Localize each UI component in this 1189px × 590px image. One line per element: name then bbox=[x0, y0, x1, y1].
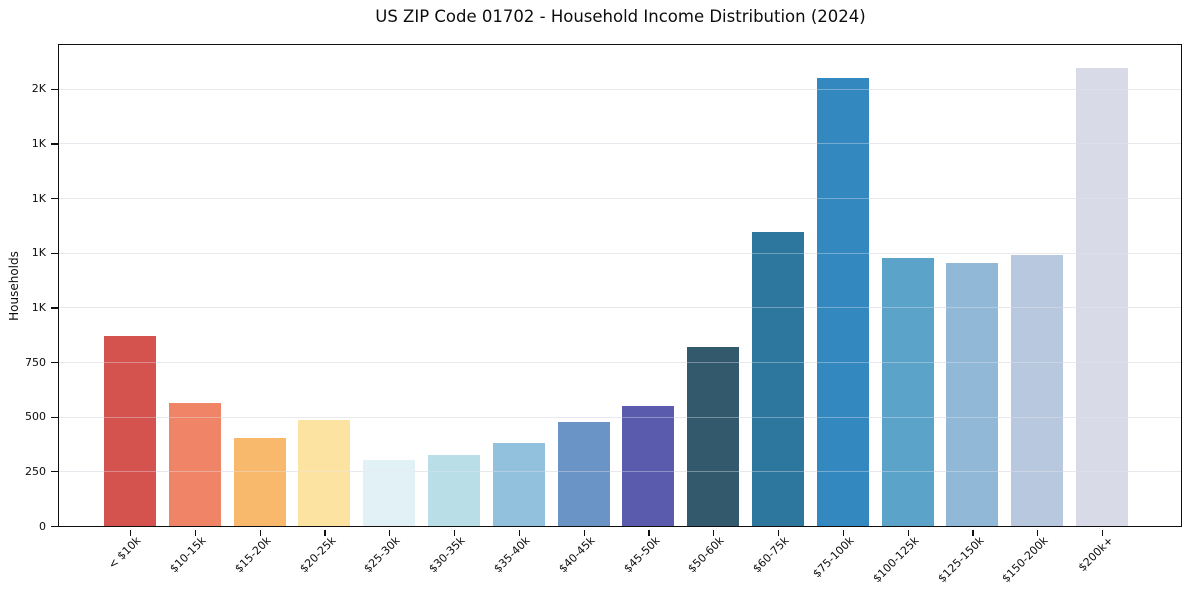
y-tick-mark bbox=[51, 197, 58, 200]
x-tick-label: $200k+ bbox=[1075, 534, 1116, 575]
gridlines bbox=[59, 45, 1181, 526]
bar bbox=[881, 258, 934, 526]
x-tick-label: $30-35k bbox=[426, 534, 468, 576]
y-tick-mark bbox=[51, 307, 58, 309]
x-tick-label: $20-25k bbox=[296, 534, 339, 576]
x-tick-mark bbox=[129, 529, 132, 536]
grid-line bbox=[59, 362, 1181, 363]
x-tick-mark bbox=[713, 529, 715, 536]
x-tick-label: $15-20k bbox=[232, 534, 274, 576]
bar bbox=[1076, 68, 1128, 526]
y-tick-label: 1K bbox=[31, 136, 46, 150]
grid-line bbox=[59, 362, 1181, 363]
x-tick-mark bbox=[389, 529, 391, 536]
bar bbox=[363, 460, 416, 526]
y-tick-label: 1K bbox=[31, 300, 46, 314]
grid-line bbox=[59, 143, 1181, 145]
x-tick-mark bbox=[1101, 529, 1104, 536]
x-tick-mark bbox=[194, 529, 196, 536]
y-tick-mark bbox=[51, 88, 58, 90]
chart-title: US ZIP Code 01702 - Household Income Dis… bbox=[375, 7, 866, 26]
grid-line bbox=[59, 198, 1181, 199]
x-tick-mark bbox=[777, 529, 780, 536]
grid-line bbox=[59, 198, 1181, 199]
x-tick-label: $100-125k bbox=[870, 534, 922, 586]
x-tick-mark bbox=[453, 529, 456, 536]
x-tick-label: $125-150k bbox=[934, 534, 987, 586]
y-tick-mark bbox=[51, 361, 58, 364]
x-tick-label: $45-50k bbox=[620, 534, 663, 576]
x-tick-mark bbox=[259, 529, 261, 536]
grid-line bbox=[59, 416, 1181, 418]
grid-line bbox=[59, 88, 1181, 90]
bar bbox=[1011, 254, 1064, 526]
y-tick-label: 2K bbox=[31, 82, 46, 96]
y-tick-mark bbox=[51, 471, 58, 473]
x-tick-label: $25-30k bbox=[361, 534, 403, 576]
grid-line bbox=[59, 143, 1181, 145]
grid-line bbox=[59, 471, 1181, 473]
plot-area bbox=[58, 44, 1182, 527]
bar bbox=[752, 231, 804, 526]
x-tick-mark bbox=[1037, 529, 1039, 536]
y-tick-mark bbox=[51, 143, 58, 145]
x-tick-mark bbox=[842, 529, 844, 536]
x-tick-label: $150-200k bbox=[999, 534, 1051, 586]
grid-line bbox=[59, 416, 1181, 418]
grid-line bbox=[59, 252, 1181, 254]
y-tick-label: 1K bbox=[31, 191, 46, 205]
x-tick-label: $40-45k bbox=[556, 534, 598, 576]
grid-line bbox=[59, 88, 1181, 90]
y-tick-mark bbox=[51, 525, 58, 528]
y-tick-label: 0 bbox=[39, 519, 46, 533]
bar bbox=[298, 419, 351, 526]
y-tick-label: 1K bbox=[31, 246, 46, 260]
y-tick-label: 500 bbox=[25, 410, 46, 424]
x-tick-label: $35-40k bbox=[491, 534, 533, 576]
x-tick-label: $75-100k bbox=[810, 534, 857, 581]
y-tick-label: 250 bbox=[25, 464, 46, 478]
bar bbox=[622, 405, 675, 526]
bar bbox=[492, 443, 545, 526]
x-tick-label: $50-60k bbox=[685, 534, 727, 576]
x-tick-mark bbox=[518, 529, 520, 536]
gridlines-overlay bbox=[59, 45, 1181, 526]
x-tick-mark bbox=[324, 529, 326, 536]
grid-line bbox=[59, 471, 1181, 473]
x-tick-label: < $10k bbox=[106, 534, 144, 572]
bar bbox=[816, 78, 869, 526]
x-tick-label: $60-75k bbox=[750, 534, 792, 576]
y-tick-label: 750 bbox=[25, 355, 46, 369]
bar bbox=[168, 402, 221, 526]
x-tick-label: $10-15k bbox=[167, 534, 209, 576]
grid-line bbox=[59, 307, 1181, 309]
grid-line bbox=[59, 252, 1181, 254]
x-tick-mark bbox=[972, 529, 974, 536]
x-tick-mark bbox=[648, 529, 650, 536]
x-tick-mark bbox=[907, 529, 909, 536]
x-tick-mark bbox=[583, 529, 585, 536]
bar bbox=[946, 263, 999, 526]
y-tick-mark bbox=[51, 252, 58, 254]
bars-container bbox=[59, 45, 1181, 526]
bar bbox=[687, 346, 740, 526]
bar bbox=[428, 455, 480, 526]
bar bbox=[233, 437, 286, 526]
bar bbox=[104, 335, 156, 526]
grid-line bbox=[59, 307, 1181, 309]
bar bbox=[557, 422, 610, 526]
y-tick-mark bbox=[51, 416, 58, 418]
